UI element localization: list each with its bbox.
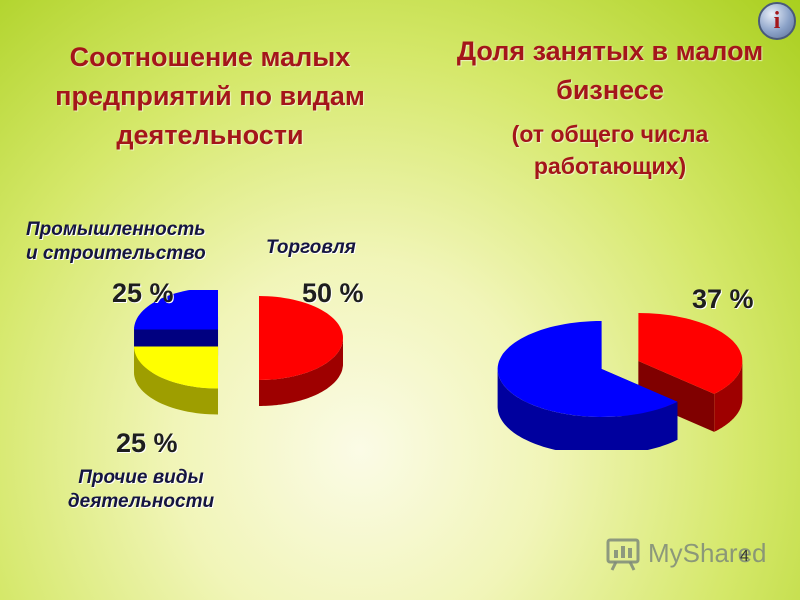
- slide-number: 4: [740, 548, 749, 565]
- activities-slice-side-0: [259, 338, 343, 406]
- employment-slice-edge-0-1: [638, 361, 715, 432]
- label-industry-line1: Промышленность: [26, 219, 206, 240]
- info-icon[interactable]: i: [758, 2, 796, 40]
- value-label-trade: 50 %: [302, 278, 364, 308]
- pie-chart-employment: [497, 313, 743, 450]
- activities-slice-0: [259, 296, 343, 380]
- label-industry-line2: и строительство: [26, 243, 206, 264]
- employment-slice-side-0: [714, 361, 743, 432]
- label-other-line1: Прочие виды: [78, 467, 204, 488]
- employment-slice-0: [638, 313, 743, 394]
- watermark-text: MyShared: [648, 538, 767, 568]
- activities-slice-2: [134, 290, 219, 330]
- value-label-employment: 37 %: [692, 284, 754, 314]
- employment-slice-1: [497, 321, 678, 417]
- chart-title-right: Доля занятых в малом бизнесе: [456, 36, 764, 105]
- chart-subtitle-right: (от общего числа работающих): [511, 121, 709, 179]
- value-label-industry: 25 %: [112, 278, 174, 308]
- activities-slice-1: [134, 346, 219, 389]
- myshared-logo-icon: [606, 538, 640, 571]
- activities-slice-side-1: [134, 346, 218, 415]
- label-trade: Торговля: [266, 237, 356, 258]
- label-other: Прочие виды деятельности: [52, 466, 230, 514]
- label-other-line2: деятельности: [67, 491, 215, 512]
- pie-chart-activities: [134, 290, 343, 415]
- label-industry: Промышленность и строительство: [26, 218, 206, 266]
- employment-slice-side-1: [497, 369, 678, 450]
- value-label-other: 25 %: [116, 428, 178, 458]
- chart-title-left: Соотношение малых предприятий по видам д…: [55, 42, 365, 150]
